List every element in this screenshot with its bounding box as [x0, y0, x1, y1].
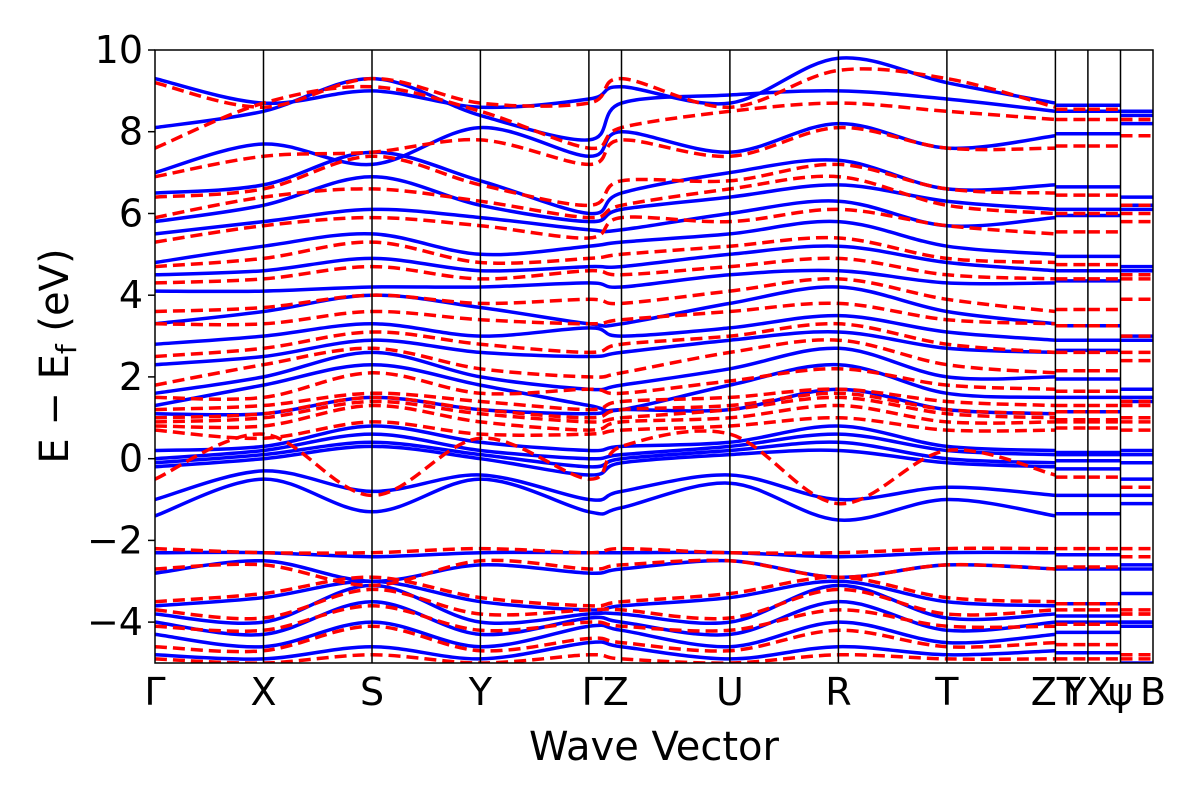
x-tick-label: Y — [468, 670, 493, 714]
band-solid-6 — [155, 219, 1056, 265]
band-dashed-15 — [155, 395, 1056, 424]
band-solid-25 — [155, 599, 1056, 637]
band-dashed-0 — [155, 67, 1056, 109]
band-dashed-17 — [155, 416, 1056, 441]
band-dashed-24 — [155, 624, 1056, 654]
band-dashed-11 — [155, 338, 1056, 387]
band-solid-0 — [155, 56, 1056, 110]
x-tick-label: ZT — [1031, 670, 1081, 714]
x-tick-label: YX — [1062, 670, 1112, 714]
x-tick-label: U — [716, 670, 744, 714]
band-solid-27 — [155, 640, 1056, 661]
band-solid-4 — [155, 174, 1056, 224]
x-tick-label: ψ — [1108, 670, 1133, 714]
band-dashed-3 — [155, 154, 1056, 208]
band-solid-21 — [155, 550, 1056, 559]
band-dashed-21 — [155, 575, 1056, 608]
band-dashed-10 — [155, 321, 1056, 359]
y-tick-label: 10 — [95, 28, 143, 72]
x-tick-label: Γ — [144, 670, 165, 714]
y-tick-label: 6 — [119, 192, 143, 236]
kpoint-lines-layer — [262, 50, 1122, 663]
band-solid-19 — [155, 469, 1056, 502]
y-axis-label-unit: (eV) — [32, 248, 78, 344]
band-solid-10 — [155, 313, 1056, 346]
band-solid-12 — [155, 346, 1056, 396]
band-dashed-20 — [155, 558, 1056, 588]
band-solid-22 — [155, 558, 1056, 584]
band-dashed-13 — [155, 387, 1056, 412]
band-solid-20 — [155, 477, 1056, 522]
x-tick-label: R — [825, 670, 851, 714]
band-solid-26 — [155, 620, 1056, 649]
band-solid-11 — [155, 330, 1056, 367]
y-tick-label: 8 — [119, 110, 143, 154]
x-axis-label: Wave Vector — [529, 724, 780, 770]
x-tick-label: S — [360, 670, 384, 714]
band-solid-8 — [155, 268, 1056, 294]
y-tick-label: −4 — [87, 600, 143, 644]
y-axis-label-subscript: f — [50, 343, 83, 354]
band-dashed-23 — [155, 604, 1056, 633]
band-dashed-2 — [155, 125, 1056, 179]
band-dashed-5 — [155, 207, 1056, 244]
band-dashed-25 — [155, 652, 1056, 663]
band-solid-7 — [155, 244, 1056, 277]
x-tick-label: ΓZ — [582, 670, 629, 714]
band-dashed-9 — [155, 301, 1056, 327]
y-tick-label: 4 — [119, 273, 143, 317]
band-solid-15 — [155, 424, 1056, 453]
band-dashed-6 — [155, 235, 1056, 269]
y-tick-label: −2 — [87, 518, 143, 562]
band-solid-9 — [155, 285, 1056, 328]
x-tick-label: B — [1140, 670, 1166, 714]
band-dashed-4 — [155, 174, 1056, 220]
band-dashed-16 — [155, 403, 1056, 432]
y-ticks-layer: 10 8 6 4 2 0 −2 −4 — [87, 28, 155, 644]
band-solid-14 — [155, 387, 1056, 417]
y-axis-label: E − Ef (eV) — [32, 248, 83, 463]
plot-frame — [154, 49, 1154, 664]
band-solid-2 — [155, 121, 1056, 175]
y-tick-label: 2 — [119, 355, 143, 399]
band-dashed-22 — [155, 587, 1056, 621]
band-dashed-8 — [155, 277, 1056, 314]
band-dashed-12 — [155, 367, 1056, 401]
band-dashed-18 — [155, 429, 1056, 506]
y-axis-label-main: E − E — [32, 354, 78, 464]
band-dashed-19 — [155, 546, 1056, 555]
x-tick-label: X — [250, 670, 276, 714]
bands-layer — [155, 56, 1153, 663]
y-tick-label: 0 — [119, 437, 143, 481]
x-tick-label: T — [934, 670, 959, 714]
band-dashed-1 — [155, 84, 1056, 151]
band-solid-16 — [155, 432, 1056, 461]
band-dashed-7 — [155, 256, 1056, 285]
band-dashed-14 — [155, 391, 1056, 420]
